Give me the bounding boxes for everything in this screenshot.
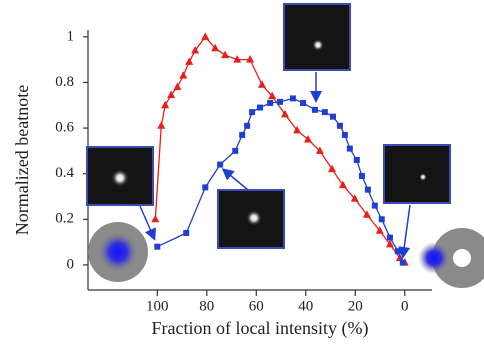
marker: [257, 80, 266, 88]
y-tick-label: 0: [67, 256, 75, 272]
marker: [336, 122, 343, 129]
marker: [211, 43, 220, 52]
marker: [239, 131, 246, 138]
marker: [311, 106, 318, 113]
y-tick-label: 0.2: [55, 211, 74, 227]
marker: [280, 109, 289, 118]
x-tick-label: 0: [401, 298, 409, 314]
marker: [362, 210, 371, 218]
arrow: [398, 204, 411, 259]
marker: [267, 99, 274, 106]
plot: 0 0.2 0.4 0.6 0.8 1 100 80 60 40 20 0: [55, 28, 432, 314]
marker: [233, 55, 242, 63]
marker: [277, 98, 284, 105]
y-tick-label: 0.4: [55, 165, 74, 181]
x-tick-label: 40: [298, 298, 313, 314]
marker: [330, 113, 337, 120]
x-tick-label: 100: [146, 298, 169, 314]
marker: [246, 55, 255, 63]
marker: [173, 82, 182, 91]
marker: [321, 109, 328, 116]
arrow: [139, 205, 156, 241]
marker: [161, 100, 170, 109]
marker: [375, 226, 384, 234]
marker: [358, 172, 365, 179]
gauss-center: [98, 232, 138, 272]
donut-hole: [453, 249, 471, 267]
inset-image: [86, 146, 154, 206]
marker: [293, 125, 302, 134]
y-tick-label: 0.8: [55, 74, 74, 90]
marker: [353, 157, 360, 163]
inset-image: [383, 144, 451, 204]
marker: [350, 194, 359, 202]
marker: [289, 95, 296, 102]
marker: [268, 91, 277, 100]
marker: [191, 46, 200, 54]
x-tick-label: 60: [249, 298, 264, 314]
marker: [221, 50, 230, 59]
marker: [378, 216, 385, 223]
marker: [244, 122, 251, 129]
marker: [185, 57, 194, 65]
inset-image: [217, 189, 285, 249]
marker: [328, 164, 337, 173]
insets: [86, 3, 484, 288]
x-tick-label: 80: [199, 298, 214, 314]
marker: [154, 243, 161, 250]
marker: [364, 186, 371, 193]
marker: [179, 71, 188, 79]
marker: [151, 214, 160, 223]
y-tick-label: 1: [67, 28, 75, 44]
blue-blob: [418, 242, 450, 274]
marker: [183, 229, 190, 236]
marker: [249, 109, 256, 116]
marker: [399, 259, 406, 266]
marker: [217, 161, 224, 168]
marker: [394, 248, 401, 255]
marker: [201, 32, 210, 40]
inset-image: [283, 3, 351, 71]
marker: [167, 90, 176, 98]
y-tick-label: 0.6: [55, 120, 74, 136]
y-axis-label: Normalized beatnote: [12, 85, 32, 235]
marker: [300, 99, 307, 106]
marker: [232, 147, 239, 154]
x-tick-label: 20: [348, 298, 363, 314]
marker: [338, 180, 347, 189]
marker: [371, 202, 378, 209]
marker: [157, 121, 166, 129]
marker: [385, 239, 394, 248]
marker: [202, 184, 209, 191]
x-axis-label: Fraction of local intensity (%): [152, 318, 369, 339]
arrow: [221, 168, 249, 191]
marker: [257, 104, 263, 111]
marker: [341, 131, 348, 138]
marker: [315, 146, 324, 154]
marker: [346, 145, 353, 152]
marker: [386, 234, 393, 241]
marker: [304, 134, 313, 143]
